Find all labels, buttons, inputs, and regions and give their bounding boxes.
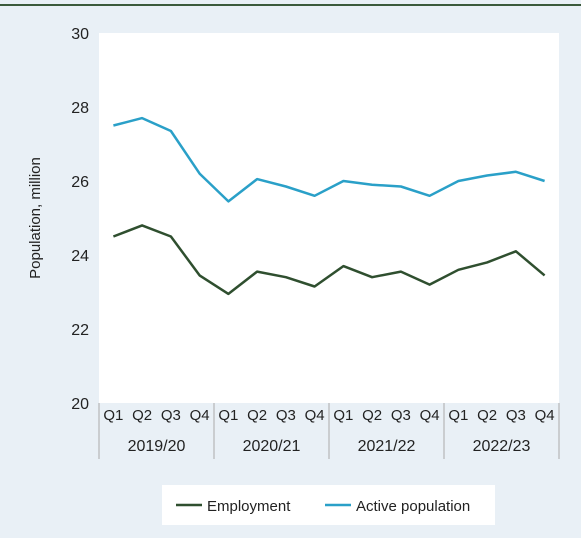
x-tick-label-quarter: Q1	[218, 407, 238, 424]
x-tick-label-quarter: Q4	[420, 407, 440, 424]
y-tick-label: 22	[71, 322, 89, 339]
x-tick-label-quarter: Q2	[247, 407, 267, 424]
x-tick-label-quarter: Q2	[477, 407, 497, 424]
x-tick-label-quarter: Q3	[391, 407, 411, 424]
x-tick-label-quarter: Q4	[190, 407, 210, 424]
x-tick-label-year: 2019/20	[128, 438, 186, 455]
x-tick-label-quarter: Q1	[448, 407, 468, 424]
top-rule	[0, 4, 581, 6]
x-tick-label-quarter: Q3	[161, 407, 181, 424]
legend: Employment Active population	[162, 485, 495, 525]
x-tick-label-quarter: Q4	[305, 407, 325, 424]
x-tick-label-quarter: Q4	[535, 407, 555, 424]
series-line-employment	[112, 224, 546, 296]
y-tick-label: 26	[71, 174, 89, 191]
x-tick-label-quarter: Q3	[276, 407, 296, 424]
legend-label-active-population: Active population	[356, 498, 470, 515]
x-tick-label-quarter: Q2	[132, 407, 152, 424]
x-tick-label-quarter: Q3	[506, 407, 526, 424]
x-tick-label-year: 2021/22	[358, 438, 416, 455]
series-lines	[112, 116, 546, 296]
x-tick-label-year: 2022/23	[473, 438, 531, 455]
plot-area	[99, 33, 559, 403]
series-line-active-population	[113, 116, 545, 203]
x-tick-label-quarter: Q1	[103, 407, 123, 424]
y-axis-label: Population, million	[27, 157, 44, 279]
x-tick-label-year: 2020/21	[243, 438, 301, 455]
y-tick-label: 30	[71, 26, 89, 43]
x-tick-label-quarter: Q2	[362, 407, 382, 424]
y-tick-label: 28	[71, 100, 89, 117]
y-tick-label: 20	[71, 396, 89, 413]
y-tick-label: 24	[71, 248, 89, 265]
x-tick-label-quarter: Q1	[333, 407, 353, 424]
legend-label-employment: Employment	[207, 498, 291, 515]
y-axis: 20 22 24 26 28 30	[71, 26, 89, 413]
